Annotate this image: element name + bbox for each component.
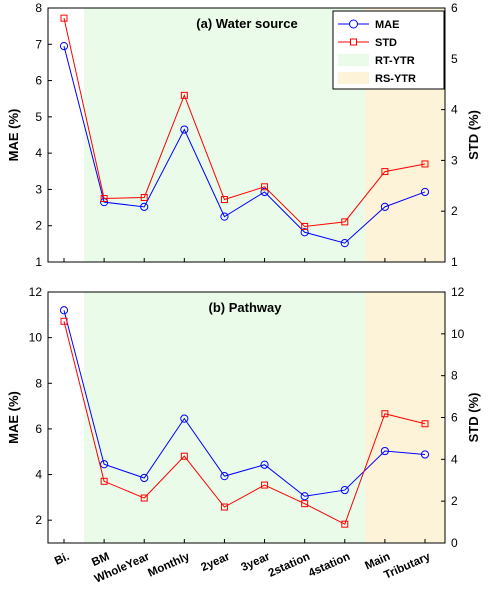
panel-a-mae-line <box>63 45 426 244</box>
panel-a-left-tick-label: 7 <box>35 37 42 51</box>
panel-b-right-tick-label: 0 <box>451 536 458 550</box>
panel-a-right-tick-label: 4 <box>451 103 458 117</box>
panel-a-mae-point <box>420 187 430 197</box>
legend-rs-ytr-label: RS-YTR <box>375 73 416 85</box>
x-tick-label: BM <box>90 551 111 569</box>
panel-a-mae-point <box>180 125 189 134</box>
panel-b-mae-point <box>180 414 189 423</box>
panel-b-right-tick-label: 10 <box>451 327 465 341</box>
panel-b-right-tick-label: 6 <box>451 411 458 425</box>
panel-b-std-point <box>60 317 68 325</box>
x-tick-label: 4station <box>307 551 352 580</box>
panel-b-std-line <box>63 321 426 525</box>
panel-b-left-tick-label: 8 <box>35 376 42 390</box>
panel-a-mae-point <box>140 202 149 211</box>
panel-b-std-point <box>220 503 228 511</box>
panel-a-std-point <box>140 193 148 201</box>
panel-b-left-tick-label: 4 <box>35 468 42 482</box>
panel-a-std-point <box>220 196 228 204</box>
panel-a-right-tick-label: 3 <box>451 153 458 167</box>
panel-b-ylabel-right: STD (%) <box>466 393 481 443</box>
panel-b-left-tick-label: 6 <box>35 422 42 436</box>
panel-a-std-point <box>381 168 389 176</box>
legend-std-marker <box>350 38 357 46</box>
panel-a-std-line <box>63 18 426 227</box>
panel-a-mae-point <box>380 202 389 211</box>
panel-a-std-point <box>301 222 309 230</box>
legend-mae-label: MAE <box>375 19 399 31</box>
panel-a-left-tick-label: 4 <box>35 146 42 160</box>
panel-a-left-tick-label: 3 <box>35 182 42 196</box>
panel-b-std-point <box>100 477 108 485</box>
panel-a-std-point <box>341 218 349 226</box>
panel-a-ylabel-right: STD (%) <box>466 110 481 160</box>
panel-b-mae-point <box>420 450 430 459</box>
x-tick-label: 2station <box>267 551 312 580</box>
panel-a-title: (a) Water source <box>196 16 297 31</box>
legend-rt-ytr-swatch <box>338 54 369 66</box>
x-tick-label: Tributary <box>382 551 432 582</box>
panel-a-left-tick-label: 5 <box>35 110 42 124</box>
panel-a-left-tick-label: 1 <box>35 255 42 269</box>
panel-b-ylabel-left: MAE (%) <box>6 391 21 444</box>
panel-b-mae-point <box>59 306 69 315</box>
panel-b-mae-line <box>63 310 426 497</box>
x-tick-label: Bi. <box>53 551 71 568</box>
x-tick-label: 2year <box>199 551 232 574</box>
panel-b-title: (b) Pathway <box>209 300 283 315</box>
legend-rt-ytr-label: RT-YTR <box>375 55 415 67</box>
panel-a-right-tick-label: 2 <box>451 204 458 218</box>
legend-rs-ytr-swatch <box>338 72 369 84</box>
panel-a-std-point <box>421 160 429 168</box>
panel-a-mae-point <box>340 239 349 248</box>
panel-a-left-tick-label: 2 <box>35 219 42 233</box>
panel-b-std-point <box>381 410 389 418</box>
panel-b-left-tick-label: 2 <box>35 513 42 527</box>
panel-b-region-rt-ytr <box>84 292 365 543</box>
panel-b-mae-point <box>260 460 269 469</box>
panel-a-left-tick-label: 8 <box>35 1 42 15</box>
panel-a-std-point <box>180 91 188 99</box>
panel-b-mae-point <box>300 492 309 501</box>
panel-b-std-point <box>261 481 269 489</box>
legend-std-label: STD <box>375 37 397 49</box>
panel-a-mae-point <box>260 187 269 197</box>
panel-a-ylabel-left: MAE (%) <box>6 109 21 162</box>
panel-a-right-tick-label: 6 <box>451 1 458 15</box>
panel-b-mae-point <box>140 473 149 483</box>
panel-a-std-point <box>261 183 269 191</box>
panel-b-mae-point <box>220 472 229 481</box>
panel-a-mae-point <box>220 212 229 221</box>
panel-b-left-tick-label: 10 <box>29 331 43 345</box>
panel-a-std-point <box>100 195 108 202</box>
panel-a-axes-frame <box>47 7 446 263</box>
panel-b-right-tick-label: 8 <box>451 369 458 383</box>
legend-mae-marker <box>349 19 358 29</box>
panel-b-right-tick-label: 4 <box>451 452 458 466</box>
panel-b-mae-point <box>100 460 109 469</box>
panel-b-std-point <box>180 452 188 460</box>
panel-a-right-tick-label: 5 <box>451 52 458 66</box>
panel-b-std-point <box>421 420 429 428</box>
panel-b-left-tick-label: 12 <box>29 285 43 299</box>
panel-b-mae-point <box>340 485 349 495</box>
panel-a-right-tick-label: 1 <box>451 255 458 269</box>
panel-b-std-point <box>140 494 148 502</box>
panel-b-mae-point <box>380 446 389 456</box>
panel-a-mae-point <box>300 228 309 237</box>
panel-a-left-tick-label: 6 <box>35 74 42 88</box>
panel-b-std-point <box>301 500 309 508</box>
x-tick-label: Monthly <box>146 551 192 580</box>
panel-b-std-point <box>341 520 349 528</box>
panel-b-region-rs-ytr <box>364 292 445 543</box>
panel-a-region-rt-ytr <box>84 8 365 262</box>
panel-b-right-tick-label: 12 <box>451 285 465 299</box>
panel-a-mae-point <box>59 42 69 51</box>
panel-a-std-point <box>60 14 68 22</box>
panel-b-right-tick-label: 2 <box>451 494 458 508</box>
